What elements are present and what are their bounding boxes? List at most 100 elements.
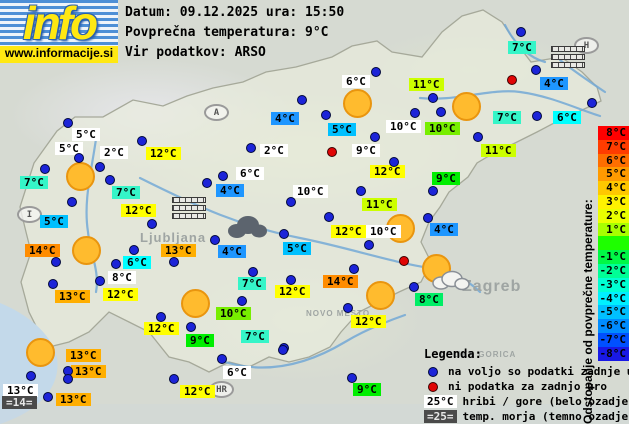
station-dot [473, 132, 483, 142]
scale-step: 1°C [598, 222, 629, 237]
station-dot [278, 345, 288, 355]
station-dot [349, 264, 359, 274]
station-dot [111, 259, 121, 269]
temp-label: 7°C [238, 277, 266, 290]
temp-label: 6°C [223, 366, 251, 379]
temp-label: 9°C [353, 383, 381, 396]
scale-step: -5°C [598, 305, 629, 320]
legend-blue-dot-icon [428, 366, 438, 377]
logo-site-url[interactable]: www.informacije.si [0, 46, 118, 63]
no-data-dot [327, 147, 337, 157]
temp-label: 10°C [216, 307, 251, 320]
city-label: Ljubljana [140, 230, 207, 245]
temp-label: 9°C [186, 334, 214, 347]
station-dot [371, 67, 381, 77]
temp-label: 12°C [146, 147, 181, 160]
header-info: Datum: 09.12.2025 ura: 15:50 Povprečna t… [125, 3, 344, 63]
scale-step [598, 236, 629, 251]
temp-label: 7°C [493, 111, 521, 124]
legend-item-text: ni podatka za zadnjo uro [448, 380, 607, 393]
legend-item: 25°C hribi / gore (belo ozadje) [424, 394, 629, 409]
temp-label: 12°C [180, 385, 215, 398]
station-dot [516, 27, 526, 37]
temp-label: 9°C [432, 172, 460, 185]
station-dot [74, 153, 84, 163]
temp-label: 2°C [260, 144, 288, 157]
station-dot [343, 303, 353, 313]
sun-icon [343, 89, 372, 118]
sun-icon [366, 281, 395, 310]
station-dot [347, 373, 357, 383]
temp-label: 10°C [366, 225, 401, 238]
station-dot [169, 374, 179, 384]
scale-step: 3°C [598, 194, 629, 209]
sun-icon [72, 236, 101, 265]
temp-label: 4°C [540, 77, 568, 90]
legend-item-text: na voljo so podatki zadnje ure [448, 365, 629, 378]
temp-label: 14°C [25, 244, 60, 257]
scale-step: 7°C [598, 139, 629, 154]
temp-label: 5°C [55, 142, 83, 155]
station-dot [147, 219, 157, 229]
station-dot [436, 107, 446, 117]
temp-label: 14°C [323, 275, 358, 288]
temp-label: 4°C [218, 245, 246, 258]
station-dot [63, 374, 73, 384]
temp-label: 12°C [103, 288, 138, 301]
temp-label: 6°C [342, 75, 370, 88]
no-data-dot [399, 256, 409, 266]
sun-cloud-icon [430, 268, 472, 296]
temp-label: 12°C [351, 315, 386, 328]
station-dot [217, 354, 227, 364]
temp-label: 7°C [112, 186, 140, 199]
city-label: NOVO MESTO [306, 309, 371, 318]
temp-label: 11°C [362, 198, 397, 211]
cloud-icon [226, 213, 268, 243]
scale-step: -2°C [598, 263, 629, 278]
station-dot [210, 235, 220, 245]
station-dot [248, 267, 258, 277]
temp-label: 11°C [409, 78, 444, 91]
logo-text: info [22, 0, 98, 49]
temperature-deviation-scale: 8°C 7°C 6°C 5°C 4°C 3°C 2°C 1°C -1°C -2°C -3°C -4°C… [598, 126, 629, 361]
site-logo[interactable]: info www.informacije.si [0, 0, 118, 63]
scale-step: -4°C [598, 291, 629, 306]
scale-step: -6°C [598, 319, 629, 333]
legend-mountain-sample: 25°C [424, 395, 457, 408]
scale-step: -8°C [598, 346, 629, 361]
legend-item-text: hribi / gore (belo ozadje) [462, 395, 629, 408]
temp-label: 13°C [3, 384, 38, 397]
header-date: Datum: 09.12.2025 ura: 15:50 [125, 5, 345, 20]
road-sign-i: I [17, 206, 42, 223]
station-dot [63, 118, 73, 128]
scale-step: 2°C [598, 208, 629, 223]
temp-label: 7°C [241, 330, 269, 343]
temp-label: 5°C [72, 128, 100, 141]
station-dot [286, 197, 296, 207]
station-dot [389, 157, 399, 167]
scale-step: -3°C [598, 277, 629, 292]
sun-icon [181, 289, 210, 318]
temp-label: 13°C [71, 365, 106, 378]
temp-label: 11°C [481, 144, 516, 157]
station-dot [40, 164, 50, 174]
legend: Legenda: na voljo so podatki zadnje ure n… [424, 347, 629, 424]
temp-label: 12°C [275, 285, 310, 298]
station-dot [423, 213, 433, 223]
station-dot [129, 245, 139, 255]
station-dot [202, 178, 212, 188]
station-dot [67, 197, 77, 207]
station-dot [95, 276, 105, 286]
legend-sea-sample: =25= [424, 410, 457, 423]
temp-label: 12°C [121, 204, 156, 217]
temp-label: 13°C [56, 393, 91, 406]
station-dot [297, 95, 307, 105]
temp-label: 12°C [370, 165, 405, 178]
scale-step: 6°C [598, 153, 629, 168]
temp-label: 6°C [553, 111, 581, 124]
temp-label: 4°C [430, 223, 458, 236]
